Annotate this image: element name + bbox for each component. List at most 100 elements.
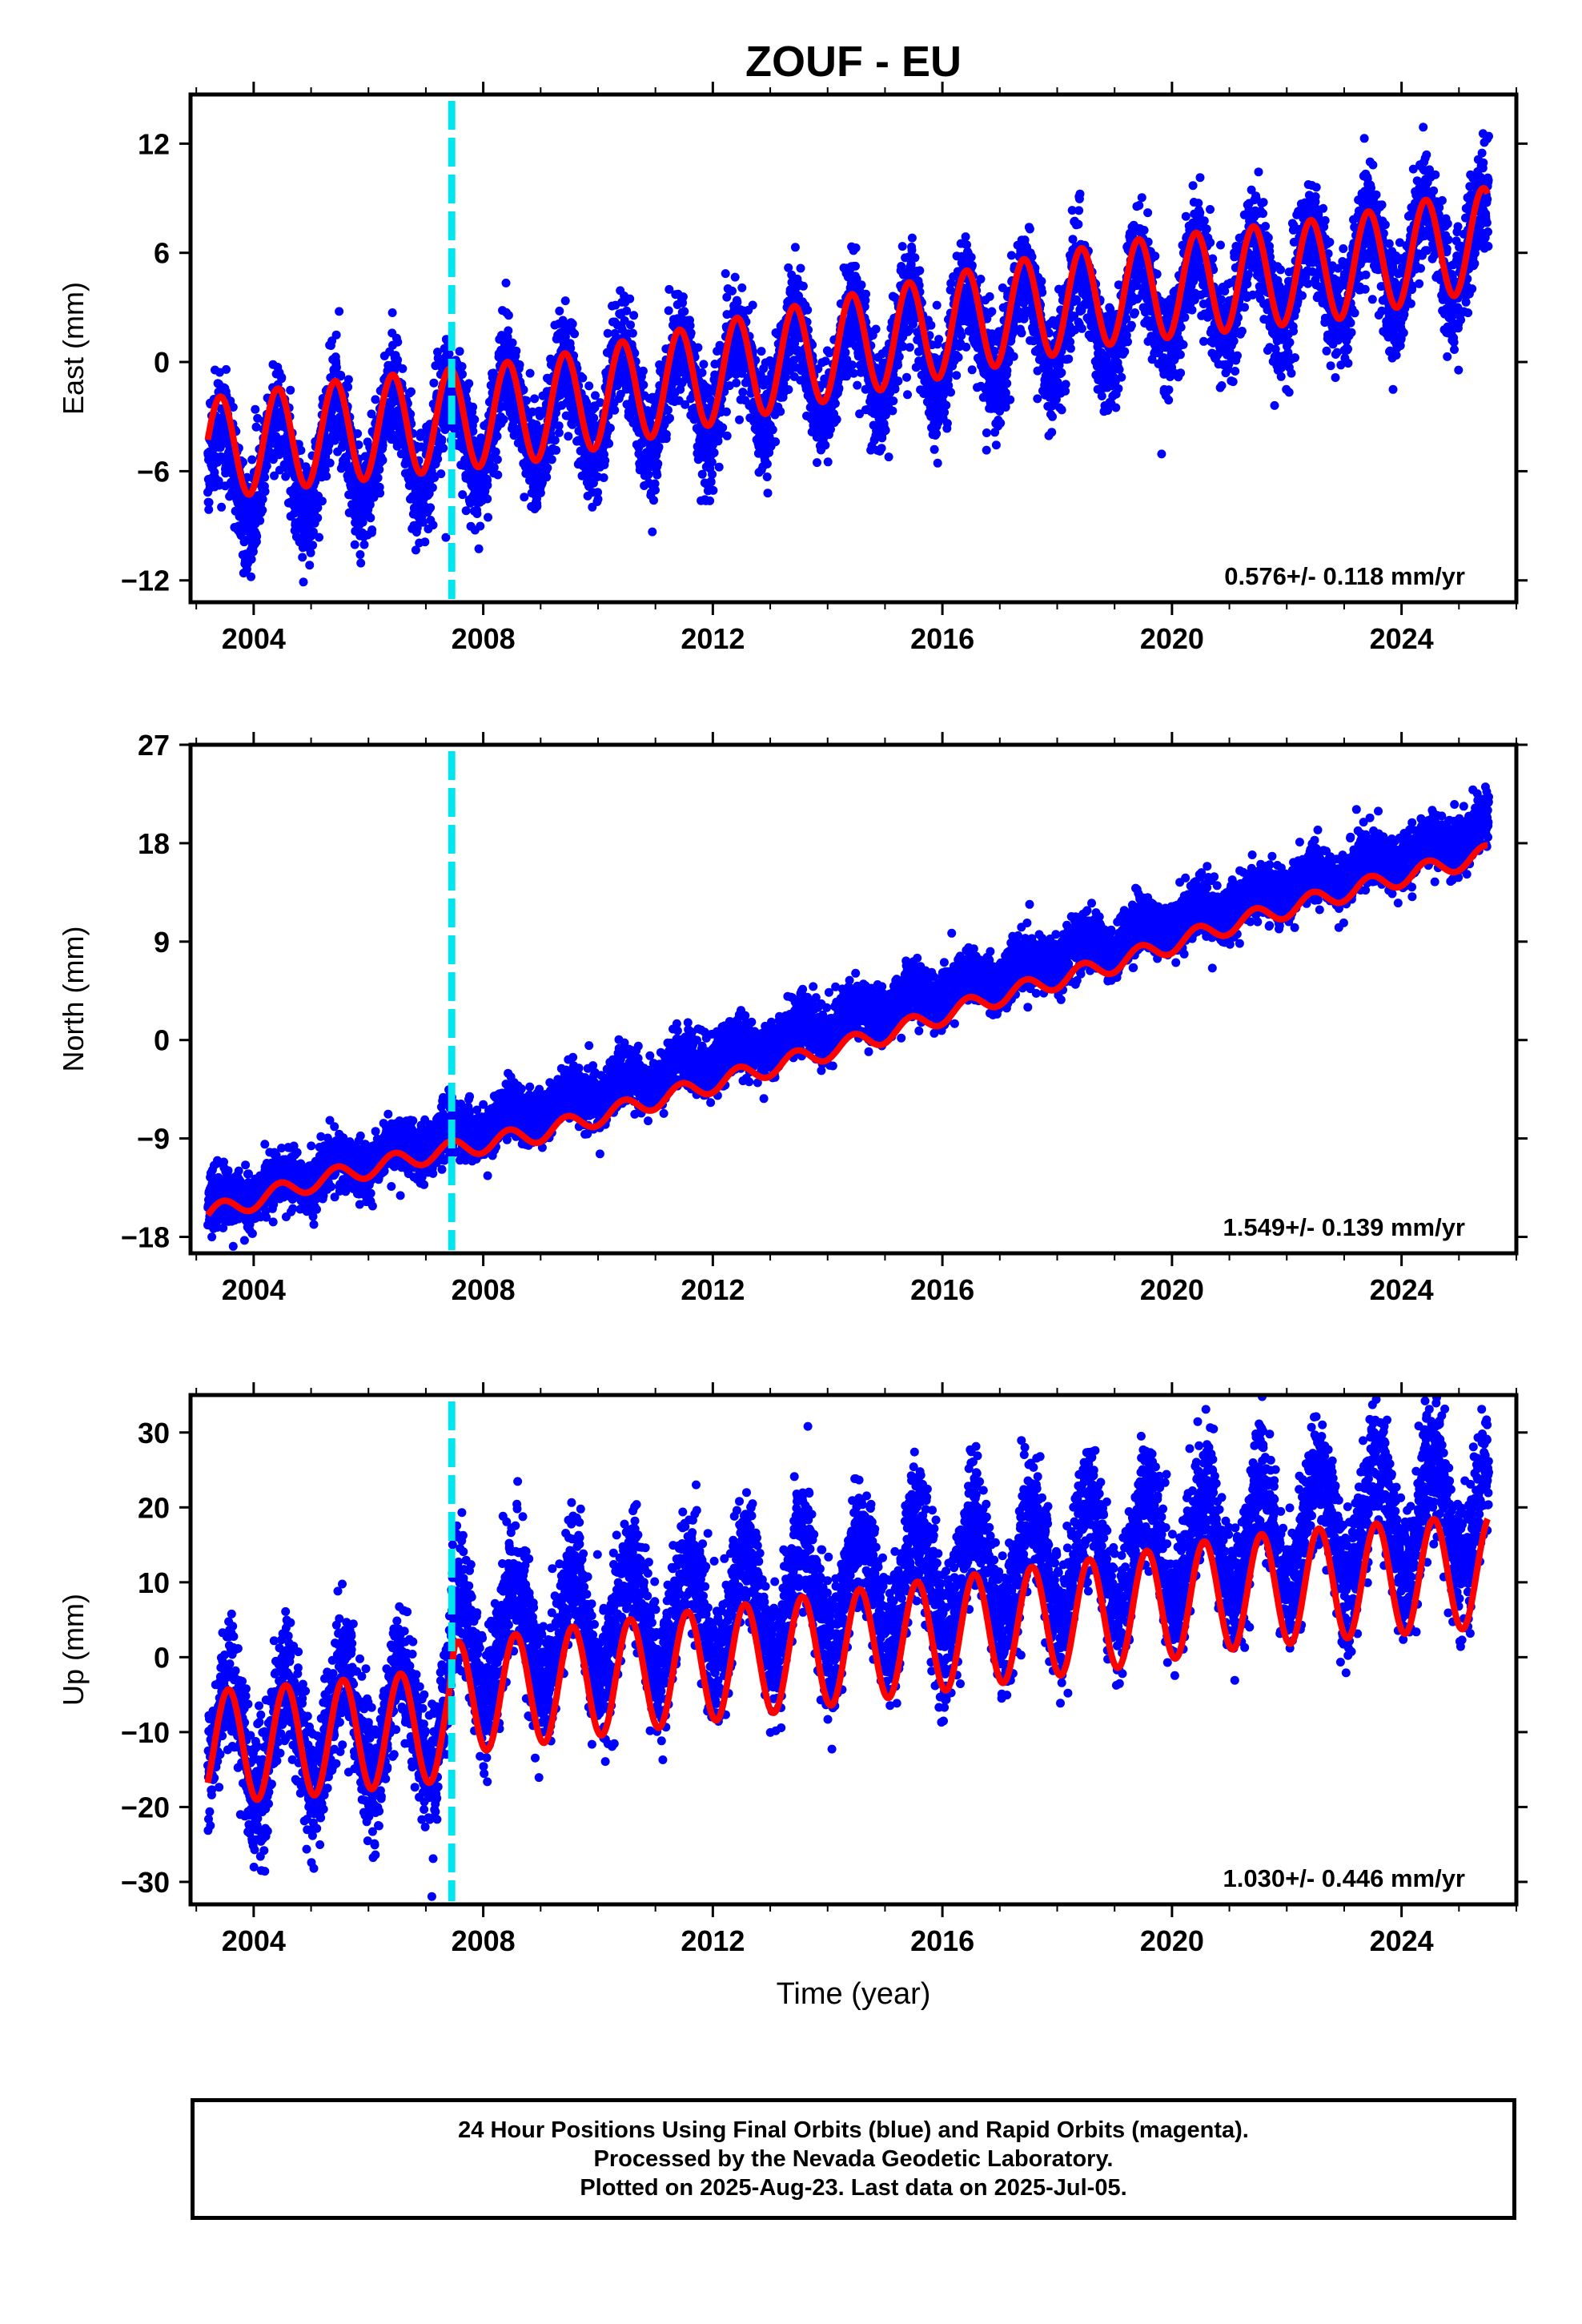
data-point xyxy=(512,346,521,356)
data-point xyxy=(762,459,772,468)
data-point xyxy=(313,503,323,513)
data-point xyxy=(484,513,492,522)
data-point xyxy=(957,331,966,340)
data-point xyxy=(877,444,886,453)
data-point xyxy=(851,261,860,271)
data-point xyxy=(308,527,318,537)
data-point xyxy=(426,503,436,513)
data-point xyxy=(532,501,542,511)
data-point xyxy=(861,289,870,299)
data-point xyxy=(315,533,323,542)
data-point xyxy=(375,489,385,498)
data-point xyxy=(771,437,781,447)
data-point xyxy=(737,283,747,292)
data-point xyxy=(306,548,315,557)
data-point xyxy=(428,483,437,493)
data-point xyxy=(515,360,524,369)
data-point xyxy=(1017,328,1026,338)
data-point xyxy=(629,311,639,320)
data-point xyxy=(893,360,902,370)
data-point xyxy=(857,280,866,290)
data-point xyxy=(821,440,830,450)
data-point xyxy=(356,558,366,568)
data-point xyxy=(648,527,657,537)
data-point xyxy=(248,547,258,557)
data-point xyxy=(578,373,588,383)
data-point xyxy=(1002,379,1012,388)
data-point xyxy=(343,382,353,392)
data-point xyxy=(536,489,545,497)
data-point xyxy=(954,352,963,362)
data-point xyxy=(336,371,346,380)
data-point xyxy=(661,430,671,439)
data-point xyxy=(605,424,615,432)
data-point xyxy=(803,305,813,315)
data-point xyxy=(706,477,716,487)
data-point xyxy=(763,489,773,498)
data-point xyxy=(982,428,991,437)
data-point xyxy=(584,381,594,391)
data-point xyxy=(1002,366,1012,376)
data-point xyxy=(570,329,580,339)
data-point xyxy=(903,390,912,400)
data-point xyxy=(457,362,467,372)
data-point xyxy=(255,516,265,525)
data-point xyxy=(492,432,502,441)
data-point xyxy=(952,371,962,380)
data-point xyxy=(884,452,893,462)
data-point xyxy=(493,470,503,480)
data-point xyxy=(735,415,744,424)
data-point xyxy=(732,378,741,388)
data-point xyxy=(654,442,664,452)
data-point xyxy=(649,496,658,505)
data-point xyxy=(483,494,492,504)
data-point xyxy=(626,320,635,330)
data-point xyxy=(378,456,387,465)
data-point xyxy=(707,457,717,467)
data-point xyxy=(258,505,267,515)
data-point xyxy=(366,513,375,523)
data-point xyxy=(455,347,464,356)
data-point xyxy=(748,300,757,310)
data-point xyxy=(252,532,262,541)
data-point xyxy=(371,395,380,404)
data-point xyxy=(416,428,426,438)
data-point xyxy=(296,445,306,455)
data-point xyxy=(464,379,474,388)
data-point xyxy=(1033,394,1042,404)
data-point xyxy=(365,500,375,509)
data-point xyxy=(412,523,422,533)
data-point xyxy=(429,378,439,388)
data-point xyxy=(871,324,881,334)
data-point xyxy=(222,364,231,374)
data-point xyxy=(942,400,951,410)
data-point xyxy=(930,444,939,454)
data-point xyxy=(331,330,341,340)
data-point xyxy=(499,415,508,424)
data-point xyxy=(375,464,384,474)
data-point xyxy=(504,326,513,336)
data-point xyxy=(853,380,862,390)
data-point xyxy=(680,307,689,316)
data-point xyxy=(851,243,861,252)
data-point xyxy=(962,342,971,352)
data-point xyxy=(933,458,942,468)
data-point xyxy=(436,469,446,479)
data-point xyxy=(721,269,730,279)
data-point xyxy=(709,485,718,495)
data-point xyxy=(730,272,740,282)
data-point xyxy=(327,416,337,426)
data-point xyxy=(796,263,805,273)
data-point xyxy=(738,388,748,397)
data-point xyxy=(247,455,257,464)
data-point xyxy=(776,407,785,416)
data-point xyxy=(308,541,318,550)
data-point xyxy=(525,368,535,378)
data-point xyxy=(501,278,511,287)
data-point xyxy=(530,394,540,404)
data-point xyxy=(902,372,911,382)
data-point xyxy=(461,506,471,516)
data-point xyxy=(728,286,737,296)
